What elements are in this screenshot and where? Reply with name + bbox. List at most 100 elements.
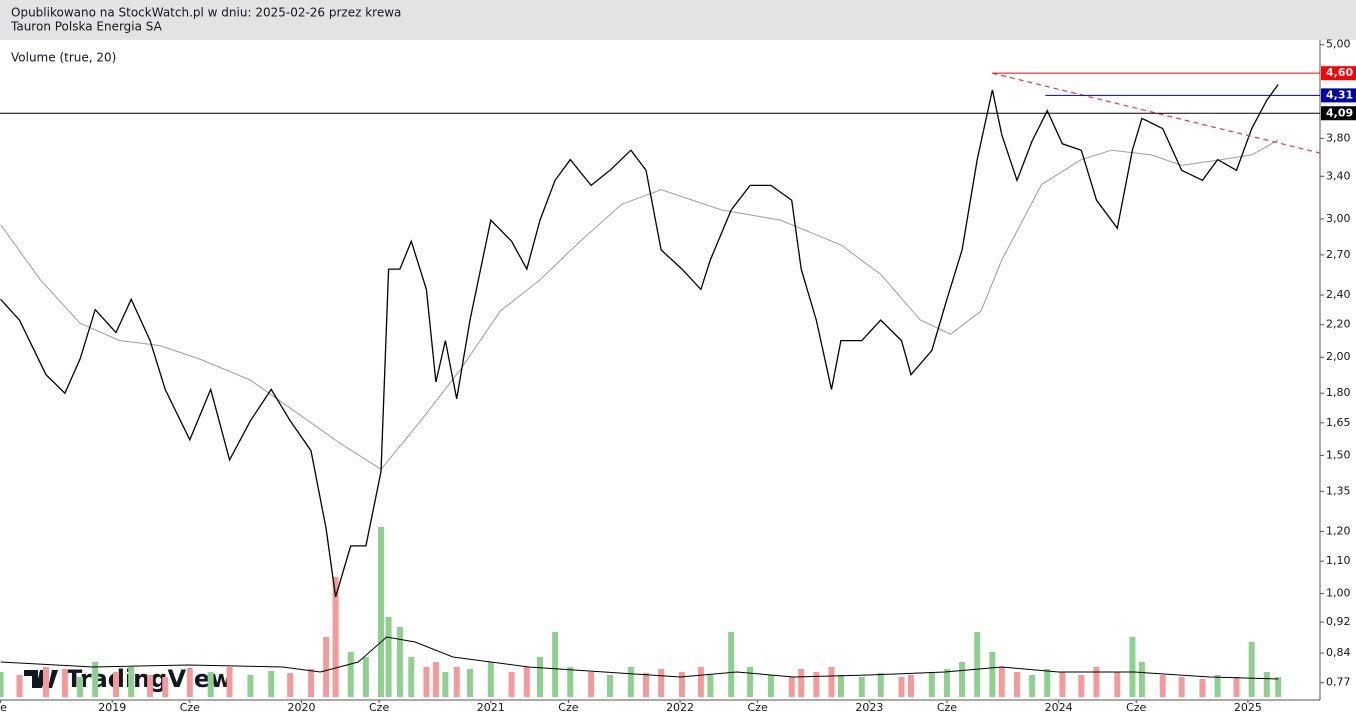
x-tick-label: Cze [180,701,200,714]
volume-bar [1029,675,1036,697]
header-band [0,0,1356,40]
volume-bar [552,632,559,697]
level-label: 4,60 [1326,66,1353,79]
volume-bar [907,675,914,697]
volume-bar [877,673,884,697]
volume-bar [42,667,49,697]
volume-bar [998,667,1005,697]
y-tick-label: 3,00 [1326,212,1351,225]
x-tick-label: 2020 [288,701,316,714]
volume-bar [307,669,314,697]
x-tick-label: 2022 [666,701,694,714]
y-tick-label: 1,20 [1326,524,1351,537]
x-tick-label: 2021 [477,701,505,714]
x-tick-label: 2025 [1234,701,1262,714]
volume-bar [697,667,704,697]
x-tick-label: 2019 [98,701,126,714]
volume-bar [92,662,99,697]
volume-bar [828,667,835,697]
volume-bar [767,675,774,697]
volume-bar [323,637,330,697]
volume-bar [1275,677,1282,697]
volume-bar [1199,679,1206,697]
volume-bar [1013,672,1020,697]
volume-bar [1214,675,1221,697]
volume-bar [523,667,530,697]
volume-bar [247,675,254,697]
volume-bar [113,672,120,697]
volume-bar [0,672,4,697]
x-tick-label: Cze [937,701,957,714]
volume-bar [77,677,84,697]
y-tick-label: 2,40 [1326,288,1351,301]
level-label: 4,09 [1326,106,1353,119]
volume-bar [432,662,439,697]
volume-bar [466,669,473,697]
volume-bar [943,669,950,697]
volume-bar [408,657,415,697]
volume-bar [567,667,574,697]
x-tick-label: Cze [369,701,389,714]
volume-bar [362,657,369,697]
indicator-label: Volume (true, 20) [11,51,116,65]
volume-bar [728,632,735,697]
volume-bar [747,667,754,697]
volume-bar [707,675,714,697]
y-tick-label: 1,00 [1326,587,1351,600]
x-tick-label: Cze [1126,701,1146,714]
volume-bar [1263,672,1270,697]
price-line [0,139,1279,470]
y-tick-label: 0,92 [1326,615,1351,628]
volume-bar [798,669,805,697]
volume-bar [537,657,543,697]
volume-bar [128,667,135,697]
price-line [0,84,1279,598]
volume-bar [1129,637,1136,697]
header-line: Tauron Polska Energia SA [10,20,163,34]
trendline [992,72,1320,154]
volume-bar [898,677,905,697]
volume-bar [1138,662,1145,697]
volume-bar [287,673,294,697]
y-tick-label: 1,50 [1326,448,1351,461]
volume-bar [423,667,430,697]
volume-bar [332,577,339,697]
y-tick-label: 2,70 [1326,248,1351,261]
volume-bar [1093,667,1100,697]
y-tick-label: 0,84 [1326,646,1351,659]
y-tick-label: 1,10 [1326,554,1351,567]
volume-bar [347,652,354,697]
y-tick-label: 1,80 [1326,386,1351,399]
volume-ma-line [0,636,1279,680]
volume-bar [61,669,68,697]
y-tick-label: 2,00 [1326,350,1351,363]
logo-icon [24,670,58,688]
volume-bar [1159,675,1166,697]
header-line: Opublikowano na StockWatch.pl w dniu: 20… [11,6,401,20]
logo: TradingView [24,665,232,693]
x-tick-label: 2023 [855,701,883,714]
volume-bar [788,677,795,697]
volume-bar [588,672,595,697]
volume-bar [453,667,460,697]
y-tick-label: 5,00 [1326,38,1351,51]
y-tick-label: 0,77 [1326,676,1351,689]
volume-bar [268,671,275,697]
volume-bar [226,667,233,697]
volume-bar [1178,677,1185,697]
x-tick-label: 2024 [1045,701,1073,714]
volume-bar [989,652,996,697]
volume-bar [658,669,665,697]
level-label: 4,31 [1326,88,1353,101]
volume-bar [1044,669,1051,697]
volume-bar [627,667,634,697]
volume-bar [147,675,154,697]
volume-bar [813,672,820,697]
volume-bar [837,675,844,697]
volume-bar [508,672,515,697]
volume-bar [162,677,169,697]
volume-bar [959,662,966,697]
volume-bar [385,617,392,697]
volume-bar [642,673,649,697]
